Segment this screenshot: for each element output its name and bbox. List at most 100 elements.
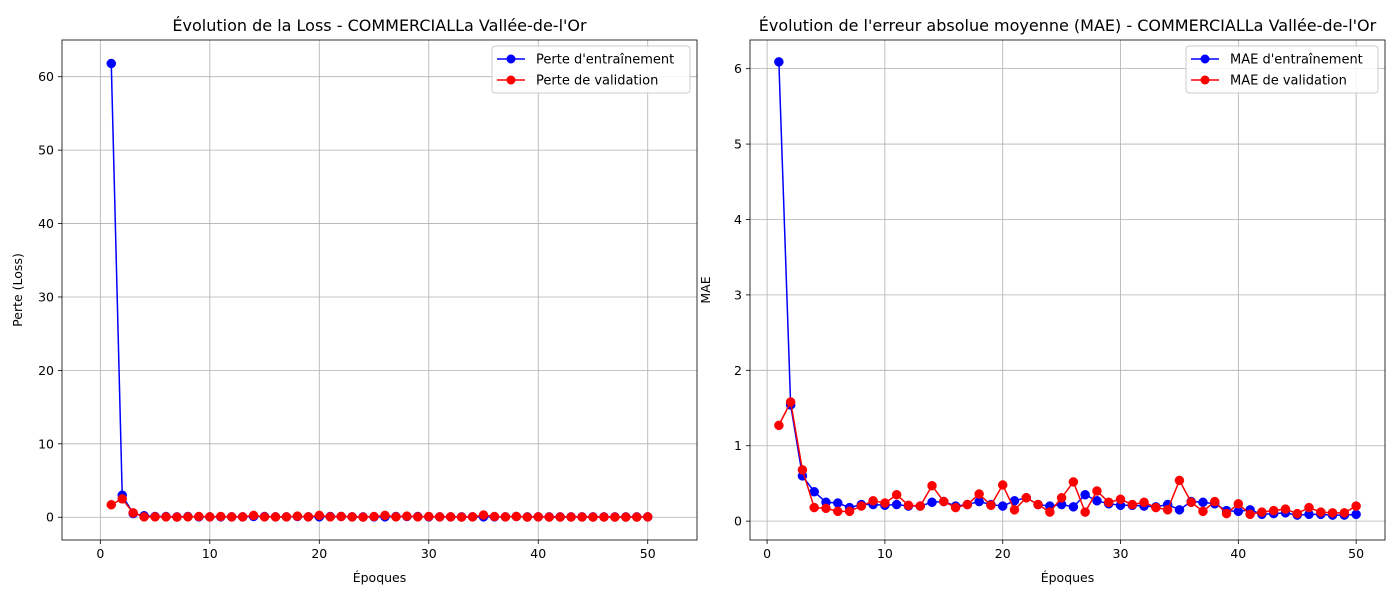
legend-marker — [1200, 75, 1210, 85]
y-tick-label: 40 — [38, 216, 54, 231]
data-point — [939, 496, 949, 507]
data-point — [194, 511, 204, 522]
y-tick-label: 60 — [38, 69, 54, 84]
data-point — [1103, 497, 1114, 508]
data-point — [809, 486, 819, 497]
data-point — [205, 512, 215, 522]
y-tick-label: 3 — [734, 287, 742, 302]
data-point — [555, 512, 565, 522]
data-point — [599, 512, 609, 522]
data-point — [974, 489, 984, 499]
x-tick-label: 0 — [763, 546, 771, 561]
legend-marker — [1200, 54, 1210, 64]
y-tick-label: 20 — [38, 363, 54, 378]
data-point — [325, 512, 335, 522]
data-point — [1045, 507, 1055, 517]
data-point — [1162, 505, 1173, 515]
data-point — [1174, 505, 1185, 515]
data-point — [150, 512, 160, 522]
legend-label: MAE de validation — [1230, 74, 1347, 89]
data-point — [1198, 497, 1208, 508]
data-point — [809, 502, 819, 513]
legend: Perte d'entraînement Perte de validation — [491, 45, 691, 94]
y-tick-label: 6 — [734, 61, 742, 76]
data-point — [413, 512, 423, 522]
data-point — [1316, 507, 1326, 517]
series-0 — [774, 57, 1361, 520]
data-point — [610, 512, 620, 522]
data-point — [833, 506, 843, 517]
data-point — [1068, 502, 1079, 512]
legend-box — [1185, 45, 1379, 94]
y-axis-label: MAE — [698, 276, 713, 303]
series-line — [778, 61, 1357, 516]
y-tick-label: 2 — [734, 363, 742, 378]
data-point — [128, 508, 138, 518]
y-tick-label: 50 — [38, 143, 54, 158]
data-point — [1245, 509, 1255, 520]
data-point — [1021, 493, 1032, 503]
y-tick-label: 4 — [734, 212, 742, 227]
loss-chart: Évolution de la Loss - COMMERCIALLa Vall… — [10, 16, 698, 585]
data-point — [1210, 496, 1220, 507]
data-point — [642, 512, 653, 522]
x-axis-label: Époques — [353, 570, 407, 585]
data-point — [797, 465, 808, 475]
data-point — [292, 511, 303, 521]
data-point — [183, 512, 193, 522]
data-point — [434, 512, 445, 522]
data-point — [216, 511, 226, 522]
data-point — [927, 497, 937, 508]
x-tick-label: 40 — [530, 546, 546, 561]
x-tick-label: 40 — [1230, 546, 1246, 561]
data-point — [1292, 508, 1302, 519]
data-point — [478, 510, 489, 520]
chart-title: Évolution de la Loss - COMMERCIALLa Vall… — [172, 16, 587, 35]
data-point — [1115, 494, 1126, 505]
data-point — [1092, 486, 1102, 496]
data-point — [844, 506, 855, 517]
data-point — [566, 512, 576, 522]
data-point — [445, 512, 456, 522]
data-point — [369, 511, 379, 522]
data-point — [270, 512, 281, 522]
legend-label: Perte de validation — [536, 74, 658, 89]
plot-frame — [61, 39, 698, 541]
data-point — [391, 512, 401, 522]
data-point — [1068, 477, 1079, 487]
y-tick-label: 0 — [46, 510, 54, 525]
data-point — [891, 499, 902, 510]
mae-chart: Évolution de l'erreur absolue moyenne (M… — [698, 16, 1386, 585]
data-point — [1127, 499, 1138, 510]
data-point — [467, 512, 478, 522]
data-point — [962, 499, 973, 510]
data-point — [1080, 490, 1090, 500]
data-point — [950, 502, 961, 513]
y-axis-label: Perte (Loss) — [10, 253, 25, 327]
data-point — [522, 512, 533, 522]
data-point — [997, 480, 1008, 490]
data-point — [1092, 496, 1102, 506]
legend: MAE d'entraînement MAE de validation — [1185, 45, 1379, 94]
x-tick-label: 30 — [1113, 546, 1129, 561]
grid — [750, 40, 1385, 540]
data-point — [336, 511, 346, 522]
data-point — [880, 498, 890, 508]
legend-box — [491, 45, 691, 94]
legend-label: MAE d'entraînement — [1230, 53, 1363, 68]
x-tick-label: 10 — [202, 546, 218, 561]
series-1 — [774, 397, 1361, 520]
data-point — [1056, 493, 1067, 503]
data-point — [259, 512, 270, 522]
data-point — [172, 512, 182, 522]
y-tick-label: 0 — [734, 514, 742, 529]
data-point — [303, 512, 314, 522]
data-point — [856, 501, 867, 511]
data-point — [1198, 506, 1208, 517]
data-point — [237, 512, 248, 522]
data-point — [511, 511, 522, 522]
data-point — [1139, 497, 1149, 508]
data-point — [1151, 502, 1161, 513]
y-tick-label: 5 — [734, 137, 742, 152]
data-point — [774, 57, 784, 67]
